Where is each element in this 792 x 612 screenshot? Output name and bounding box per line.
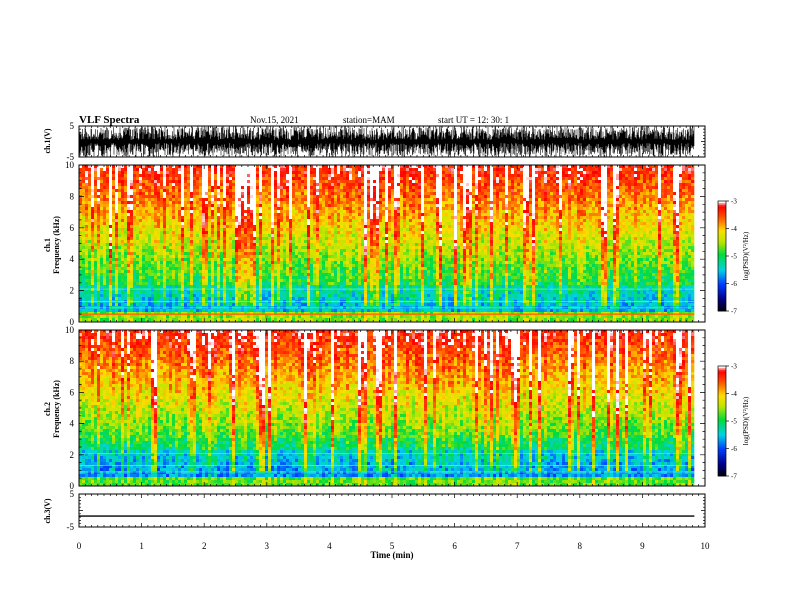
y-tick-label: -5 <box>67 522 75 532</box>
colorbar-label: log(PSD)(V²/Hz) <box>742 396 750 445</box>
x-tick-label: 8 <box>578 541 583 551</box>
colorbar-tick-label: -3 <box>731 198 737 206</box>
x-tick-label: 10 <box>701 541 711 551</box>
x-tick-label: 1 <box>139 541 144 551</box>
y-tick-label: 4 <box>70 254 75 264</box>
y-tick-label: 8 <box>70 191 75 201</box>
x-tick-label: 0 <box>77 541 82 551</box>
y-tick-label: 4 <box>70 419 75 429</box>
colorbar-tick-label: -5 <box>731 418 737 426</box>
ch3-waveform-ylabel: ch.3(V) <box>43 498 52 523</box>
y-tick-label: 2 <box>70 286 75 296</box>
colorbars: -3 -4 -5 -6 -7 log(PSD)(V²/Hz) -3 -4 -5 -6 -7 log(P… <box>718 198 750 481</box>
x-tick-label: 4 <box>327 541 332 551</box>
y-tick-label: 5 <box>70 121 75 131</box>
colorbar-tick-label: -6 <box>731 280 737 288</box>
ch2-spectrogram-image <box>79 330 694 486</box>
colorbar-tick-label: -7 <box>731 308 737 316</box>
ch1-spectrogram-ylabel: ch.1Frequency (kHz) <box>43 216 61 274</box>
x-axis-label: Time (min) <box>370 550 413 560</box>
colorbar-tick-label: -5 <box>731 253 737 261</box>
y-tick-marks <box>79 494 705 527</box>
y-tick-label: 6 <box>70 223 75 233</box>
x-tick-label: 6 <box>452 541 457 551</box>
y-tick-label: 5 <box>70 489 75 499</box>
start-time-label: start UT = 12: 30: 1 <box>438 115 509 125</box>
colorbar-tick-label: -4 <box>731 225 737 233</box>
colorbar-label: log(PSD)(V²/Hz) <box>742 231 750 280</box>
x-tick-label: 3 <box>265 541 270 551</box>
colorbar-tick-label: -6 <box>731 445 737 453</box>
station-label: station=MAM <box>343 115 395 125</box>
ch1-waveform-trace <box>79 126 694 157</box>
colorbar-tick-label: -3 <box>731 363 737 371</box>
ch1-waveform-ylabel: ch.1(V) <box>43 128 52 153</box>
ch2-spectrogram-ylabel: ch.2Frequency (kHz) <box>43 380 61 438</box>
ch1-waveform-line <box>79 126 694 157</box>
colorbar-tick-label: -4 <box>731 390 737 398</box>
date-label: Nov.15, 2021 <box>250 115 299 125</box>
x-tick-label: 7 <box>515 541 520 551</box>
y-tick-label: 10 <box>65 160 75 170</box>
y-tick-label: 2 <box>70 450 75 460</box>
x-tick-label: 2 <box>202 541 207 551</box>
y-tick-label: 8 <box>70 356 75 366</box>
y-tick-label: 10 <box>65 325 75 335</box>
y-tick-label: 6 <box>70 387 75 397</box>
figure-title: VLF Spectra <box>79 114 140 126</box>
colorbar-tick-label: -7 <box>731 473 737 481</box>
ch1-spectrogram-image <box>79 165 694 321</box>
panel-frame <box>79 494 705 527</box>
x-tick-label: 9 <box>640 541 645 551</box>
